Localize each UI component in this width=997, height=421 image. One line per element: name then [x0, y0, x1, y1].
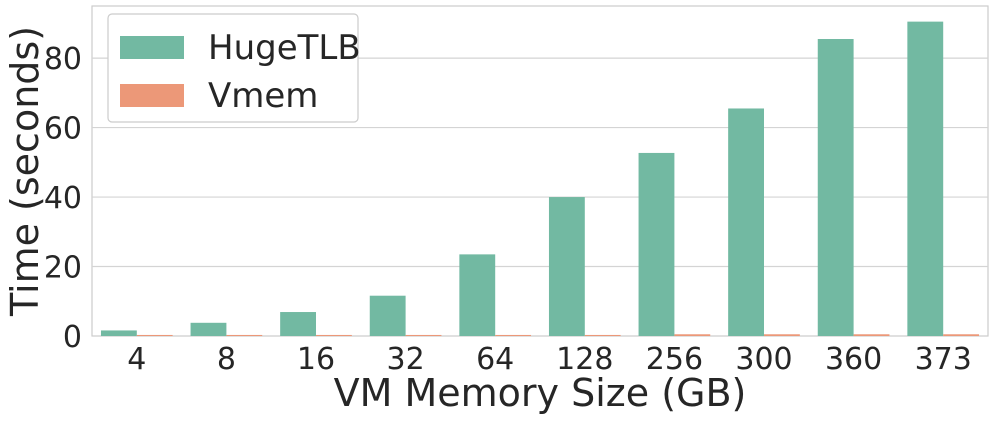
x-tick-label: 256 [646, 342, 703, 377]
bar-vmem-373 [943, 334, 980, 336]
bar-vmem-16 [316, 334, 352, 336]
bar-hugetlb-128 [548, 197, 585, 336]
x-tick-label: 32 [387, 342, 425, 377]
bar-hugetlb-373 [907, 21, 944, 336]
x-tick-labels: 4 8 16 32 64 128 256 300 360 373 [127, 342, 972, 377]
legend-swatch-hugetlb [120, 36, 184, 59]
bar-vmem-300 [764, 334, 800, 336]
bars [100, 21, 980, 336]
bar-hugetlb-256 [638, 152, 675, 336]
x-axis-title: VM Memory Size (GB) [334, 371, 747, 415]
bar-hugetlb-4 [100, 330, 137, 336]
bar-hugetlb-300 [728, 108, 764, 336]
x-tick-label: 8 [217, 342, 236, 377]
y-tick-label: 20 [44, 251, 82, 286]
y-tick-label: 80 [44, 42, 82, 77]
x-tick-label: 4 [127, 342, 146, 377]
y-tick-labels: 0 20 40 60 80 [44, 42, 82, 355]
x-tick-label: 16 [297, 342, 335, 377]
bar-vmem-256 [674, 334, 711, 336]
x-tick-label: 64 [476, 342, 514, 377]
bar-hugetlb-16 [280, 312, 316, 336]
x-tick-label: 360 [825, 342, 882, 377]
y-tick-label: 60 [44, 112, 82, 147]
bar-vmem-32 [405, 334, 442, 336]
y-tick-label: 40 [44, 181, 82, 216]
y-axis-title: Time (seconds) [3, 26, 47, 317]
legend-label-vmem: Vmem [208, 76, 318, 116]
bar-vmem-128 [584, 334, 621, 336]
bar-vmem-360 [853, 334, 890, 336]
bar-vmem-4 [136, 334, 173, 336]
bar-hugetlb-64 [459, 254, 496, 336]
bar-hugetlb-8 [190, 322, 227, 336]
bar-vmem-8 [226, 334, 263, 336]
bar-vmem-64 [495, 334, 532, 336]
x-tick-label: 300 [735, 342, 792, 377]
x-tick-label: 128 [556, 342, 613, 377]
legend-label-hugetlb: HugeTLB [208, 28, 361, 68]
y-tick-label: 0 [63, 320, 82, 355]
legend-swatch-vmem [120, 84, 184, 107]
legend: HugeTLB Vmem [107, 13, 361, 123]
x-tick-label: 373 [915, 342, 972, 377]
bar-hugetlb-360 [817, 39, 854, 336]
bar-hugetlb-32 [369, 295, 406, 336]
